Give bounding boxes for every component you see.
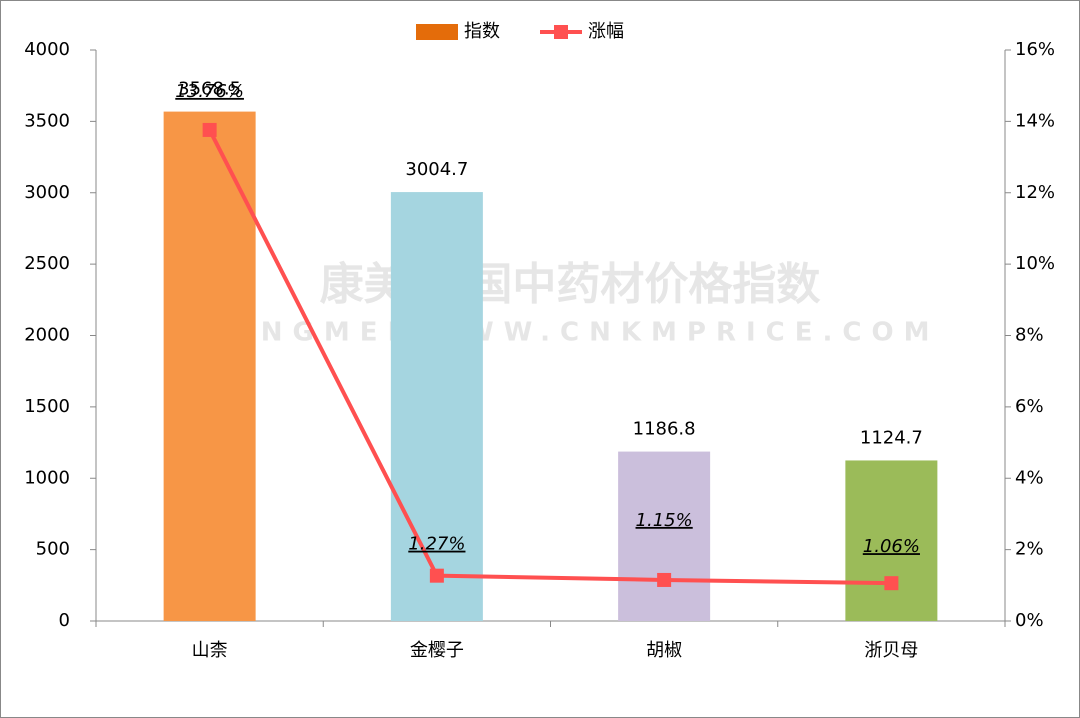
y-tick-label: 1000 [24,467,70,488]
bar [390,192,483,621]
line-marker [884,576,899,591]
y-tick-label: 2500 [24,253,70,274]
y-tick-label: 3500 [24,110,70,131]
x-tick-label: 浙贝母 [864,640,918,661]
legend-label: 涨幅 [588,21,624,42]
bar [163,111,256,622]
x-tick-label: 金樱子 [410,640,464,661]
line-value-label: 1.06% [863,536,920,557]
bar-value-label: 3004.7 [405,159,468,180]
y-tick-label: 2000 [24,325,70,346]
y2-tick-label: 14% [1015,110,1055,131]
watermark: KANGMEI WWW.CNKMPRICE.COM [201,318,940,348]
line-value-label: 1.15% [636,510,693,531]
y2-tick-label: 0% [1015,610,1044,631]
line [207,129,892,586]
x-tick-label: 胡椒 [646,640,682,661]
y-tick-label: 3000 [24,182,70,203]
bar [618,451,711,621]
bar [845,460,938,621]
y2-tick-label: 4% [1015,467,1044,488]
legend-swatch [554,25,568,39]
y2-tick-label: 6% [1015,396,1044,417]
line-marker [657,572,672,587]
y-tick-label: 1500 [24,396,70,417]
y-tick-label: 500 [36,539,70,560]
y-tick-label: 4000 [24,39,70,60]
legend-swatch [416,24,458,40]
bar-value-label: 1124.7 [860,427,923,448]
y2-tick-label: 8% [1015,325,1044,346]
line-marker [429,568,444,583]
line-marker [202,122,217,137]
line-value-label: 13.76% [175,81,244,102]
y2-tick-label: 12% [1015,182,1055,203]
bar-value-label: 3568.5 [178,79,241,100]
line-value-label: 1.27% [408,534,465,555]
y-tick-label: 0 [59,610,70,631]
y2-tick-label: 2% [1015,539,1044,560]
y2-tick-label: 10% [1015,253,1055,274]
y2-tick-label: 16% [1015,39,1055,60]
bar-value-label: 1186.8 [633,419,696,440]
legend-label: 指数 [464,21,500,42]
x-tick-label: 山柰 [192,640,228,661]
